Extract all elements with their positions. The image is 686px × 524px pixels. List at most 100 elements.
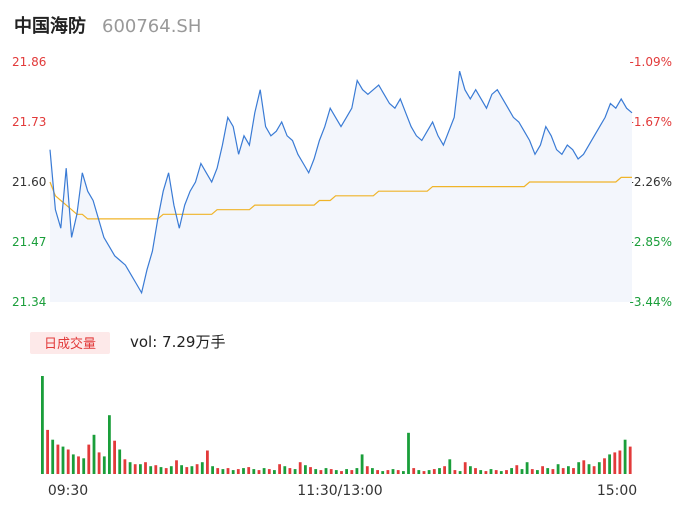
volume-bar [319, 470, 323, 474]
price-line [49, 71, 633, 295]
volume-bar [618, 450, 622, 474]
volume-bar [561, 468, 565, 474]
volume-bar [350, 470, 354, 474]
volume-bar [541, 466, 544, 474]
volume-bar [159, 467, 163, 474]
volume-bar [396, 470, 400, 474]
volume-bar [97, 452, 101, 474]
volume-bar [211, 466, 214, 474]
volume-bar [463, 462, 467, 474]
volume-bar [278, 464, 281, 474]
volume-bar [582, 460, 586, 474]
volume-bar [82, 458, 86, 474]
volume-bar [144, 462, 147, 474]
volume-bar [113, 440, 116, 474]
volume-bar [118, 449, 122, 474]
volume-bar [546, 468, 550, 474]
volume-bar [61, 446, 65, 474]
volume-bar [355, 468, 359, 474]
percent-tick: -3.44% [630, 295, 672, 309]
volume-bar [412, 468, 416, 474]
volume-bar [123, 459, 127, 474]
volume-bar [365, 466, 369, 474]
volume-bar [56, 444, 60, 474]
volume-bar [587, 464, 591, 474]
volume-bar [510, 468, 513, 474]
volume-bar [169, 466, 173, 474]
time-label-close: 15:00 [597, 483, 637, 499]
volume-bar [340, 471, 343, 474]
price-tick: 21.47 [12, 235, 46, 249]
volume-bar [252, 469, 256, 474]
volume-bar [422, 471, 426, 474]
time-label-midday: 11:30/13:00 [297, 483, 382, 499]
volume-bar [443, 466, 446, 474]
volume-bar [628, 446, 632, 474]
volume-bar [314, 469, 318, 474]
volume-bar [525, 462, 529, 474]
volume-bar [41, 376, 44, 474]
price-tick: 21.34 [12, 295, 46, 309]
volume-bar [613, 452, 617, 474]
volume-bar [133, 464, 137, 474]
volume-bar [298, 462, 302, 474]
volume-bar [102, 456, 106, 474]
volume-bar [164, 468, 168, 474]
percent-tick: -2.85% [630, 235, 672, 249]
volume-bar [195, 464, 199, 474]
price-plot [49, 71, 633, 302]
volume-bar [283, 466, 287, 474]
volume-bar [623, 439, 627, 474]
volume-bar [556, 464, 560, 474]
volume-bar [474, 468, 477, 474]
volume-bar [448, 459, 452, 474]
volume-bar [304, 465, 307, 474]
volume-bar [92, 434, 96, 474]
volume-bar [603, 458, 606, 474]
volume-bar [206, 450, 209, 474]
volume-bar [66, 449, 70, 474]
volume-bar [345, 469, 348, 474]
volume-bar [520, 469, 524, 474]
volume-bar [577, 462, 581, 474]
volume-bar [242, 468, 245, 474]
volume-bar [247, 467, 251, 474]
volume-bar [329, 469, 333, 474]
volume-bar [597, 462, 601, 474]
price-tick: 21.60 [12, 175, 46, 189]
volume-bar [288, 468, 292, 474]
volume-bar [77, 456, 80, 474]
volume-bar [128, 462, 132, 474]
volume-badge-bg [30, 332, 110, 354]
volume-bar [71, 454, 75, 474]
volume-bar [376, 470, 379, 474]
volume-bar [46, 429, 49, 474]
volume-bar [180, 465, 183, 474]
price-tick: 21.73 [12, 115, 46, 129]
volume-bar [226, 468, 230, 474]
volume-bar [407, 432, 410, 474]
volume-bar [231, 470, 235, 474]
volume-bar [371, 468, 374, 474]
volume-bar [515, 465, 519, 474]
volume-bar [453, 470, 457, 474]
time-label-open: 09:30 [48, 483, 88, 499]
volume-bar [185, 467, 189, 474]
price-axis: 21.86 21.73 21.60 21.47 21.34 [12, 55, 46, 309]
volume-bar [381, 471, 385, 474]
percent-tick: -1.67% [630, 115, 672, 129]
volume-bar [469, 466, 472, 474]
average-price-line [49, 176, 632, 220]
volume-bar [551, 469, 555, 474]
volume-bar [536, 470, 539, 474]
volume-bar [51, 439, 55, 474]
volume-bar [458, 471, 462, 474]
volume-bar [175, 460, 178, 474]
volume-bar [484, 471, 488, 474]
volume-bar [608, 454, 611, 474]
volume-bar [592, 466, 596, 474]
volume-bar [293, 469, 297, 474]
volume-bar [200, 462, 204, 474]
volume-bar [438, 468, 441, 474]
